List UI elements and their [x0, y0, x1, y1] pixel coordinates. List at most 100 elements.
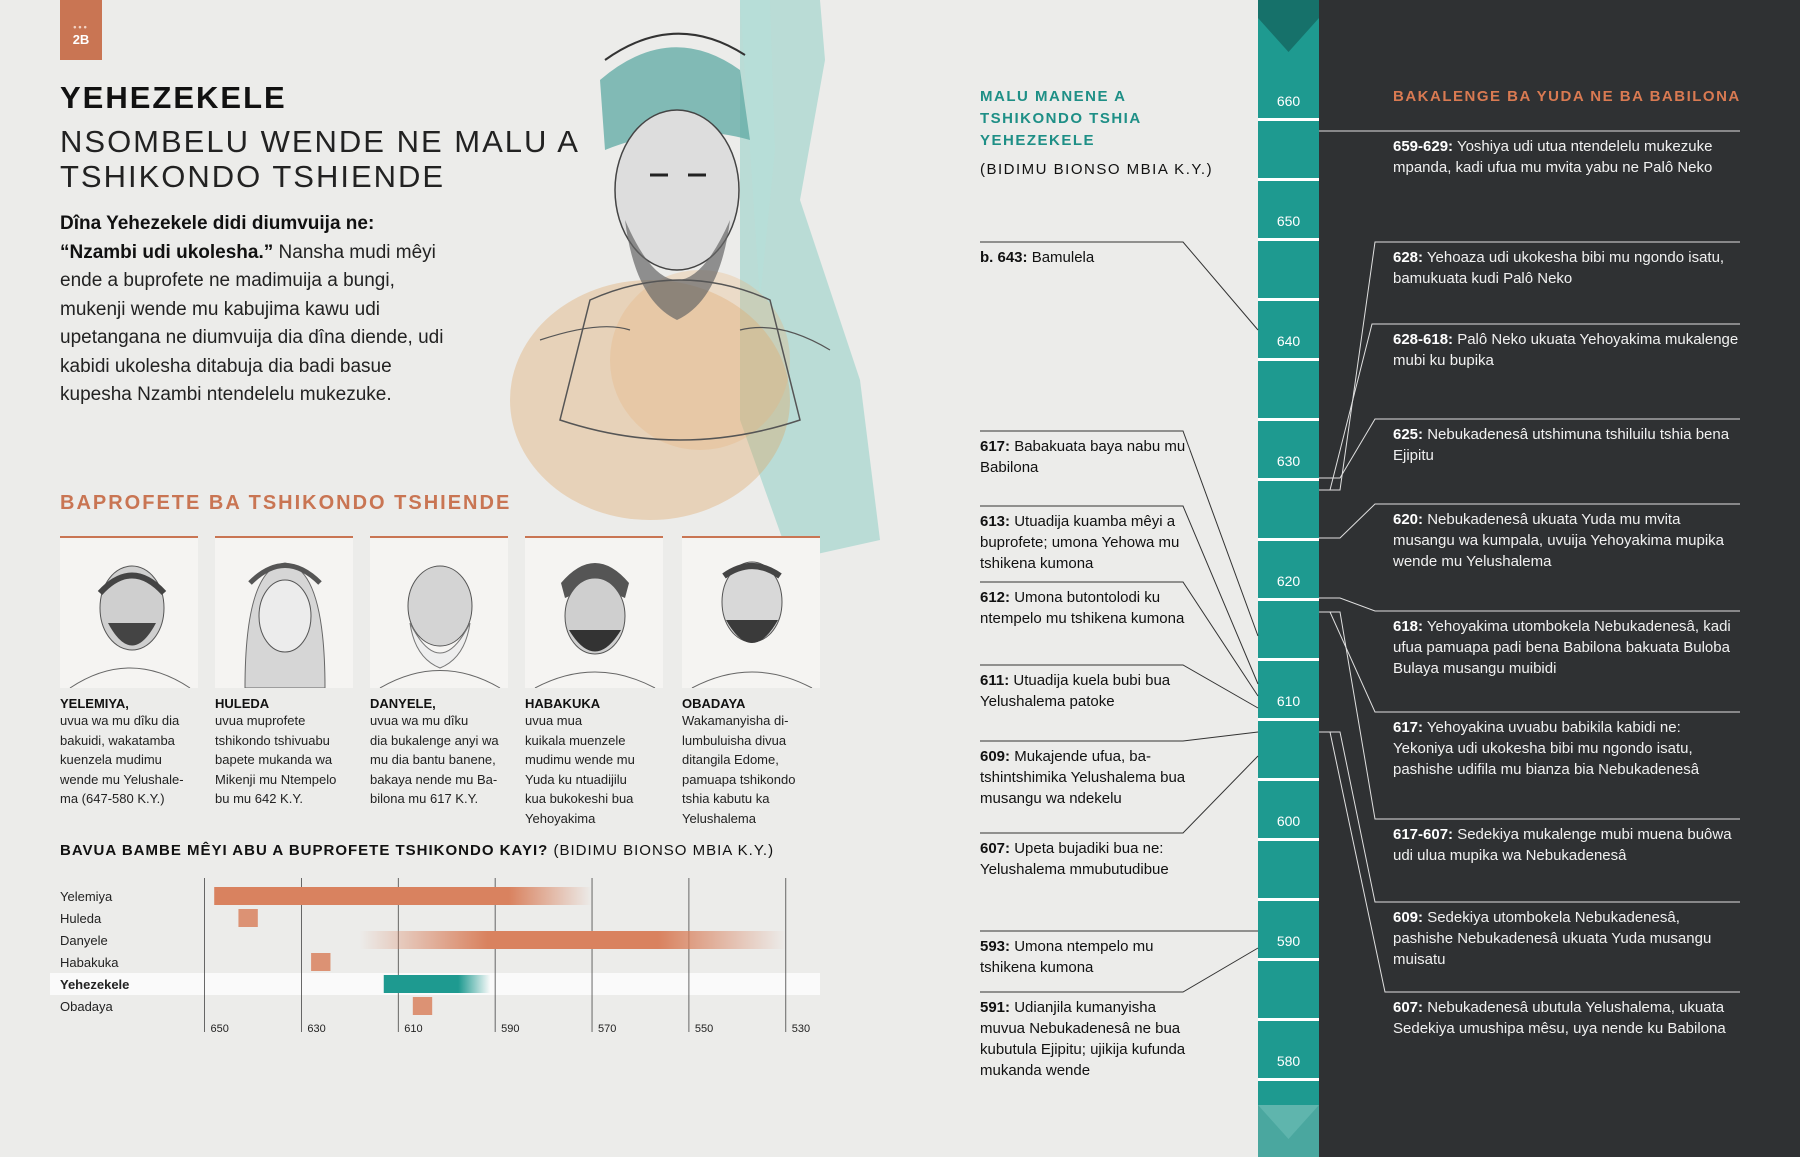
timeline-label: 610	[1276, 693, 1301, 709]
event-text: Yoshiya udi utua ntendelelu mukezuke mpa…	[1393, 138, 1713, 176]
event-date: 609:	[980, 748, 1011, 765]
event-date: b. 643:	[980, 249, 1028, 266]
prophet-card-huleda: HULEDA uvua muprofete tshikondo tshivuab…	[215, 536, 353, 809]
event-text: Upeta bujadiki bua ne: Yelushalema mmubu…	[980, 840, 1169, 878]
prophet-name: HULEDA	[215, 696, 270, 711]
timeline-label: 660	[1276, 93, 1301, 109]
intro-text: Nansha mudi mêyi ende a buprofete ne mad…	[60, 241, 444, 406]
event-date: 617-607:	[1393, 826, 1454, 843]
overlap-chart-heading: BAVUA BAMBE MÊYI ABU A BUPROFETE TSHIKON…	[60, 842, 774, 859]
event-date: 607:	[980, 840, 1011, 857]
timeline-tick	[1258, 298, 1319, 301]
kings-event: 617-607: Sedekiya mukalenge mubi muena b…	[1393, 824, 1743, 866]
chart-category-label: Habakuka	[60, 955, 119, 970]
chart-range-bar	[412, 997, 433, 1015]
prophet-card-danyele: DANYELE, uvua wa mu dîku dia bukalenge a…	[370, 536, 508, 809]
page-title: YEHEZEKELE	[60, 80, 287, 115]
page-number: 2B	[72, 32, 90, 47]
timeline-label: 630	[1276, 453, 1301, 469]
timeline-label: 580	[1276, 1053, 1301, 1069]
prophet-name: DANYELE,	[370, 696, 436, 711]
chart-range-bar	[238, 909, 258, 927]
ezekiel-event: 613: Utuadija kuamba mêyi a buprofete; u…	[980, 511, 1205, 574]
prophet-name: HABAKUKA	[525, 696, 601, 711]
timeline-tick	[1258, 718, 1319, 721]
chart-category-label: Yelemiya	[60, 889, 113, 904]
timeline-label: 620	[1276, 573, 1301, 589]
event-text: Umona butontolodi ku ntempelo mu tshiken…	[980, 589, 1185, 627]
ezekiel-event: 591: Udianjila kumanyisha muvua Nebukade…	[980, 997, 1205, 1081]
ezekiel-event: 593: Umona ntempelo mu tshikena kumona	[980, 936, 1205, 978]
kings-event: 620: Nebukadenesâ ukuata Yuda mu mvita m…	[1393, 509, 1743, 572]
timeline-tick	[1258, 898, 1319, 901]
prophet-description: uvua wa mu dîku dia bakuidi, wakatamba k…	[60, 713, 184, 806]
event-text: Babakuata baya nabu mu Babilona	[980, 438, 1186, 476]
card-top-rule	[60, 536, 198, 538]
kings-event: 628-618: Palô Neko ukuata Yehoyakima muk…	[1393, 329, 1743, 371]
middle-subheading: (BIDIMU BIONSO MBIA K.Y.)	[980, 161, 1214, 178]
prophets-overlap-chart: Yelemiya Huleda Danyele Habakuka Yehezekele O…	[50, 878, 820, 1035]
chart-category-label: Huleda	[60, 911, 102, 926]
timeline-tick	[1258, 658, 1319, 661]
overlap-heading-bold: BAVUA BAMBE MÊYI ABU A BUPROFETE TSHIKON…	[60, 842, 549, 859]
event-text: Nebukadenesâ ubutula Yelushalema, ukuata…	[1393, 999, 1726, 1037]
danyele-portrait	[370, 538, 508, 688]
event-date: 628-618:	[1393, 331, 1454, 348]
ezekiel-event: b. 643: Bamulela	[980, 247, 1205, 268]
event-date: 617:	[980, 438, 1011, 455]
event-date: 628:	[1393, 249, 1424, 266]
intro-paragraph: Dîna Yehezekele didi diumvuija ne: “Nzam…	[60, 210, 450, 410]
event-date: 607:	[1393, 999, 1424, 1016]
card-top-rule	[682, 536, 820, 538]
event-date: 609:	[1393, 909, 1424, 926]
event-text: Utuadija kuamba mêyi a buprofete; umona …	[980, 513, 1180, 572]
kings-heading: BAKALENGE BA YUDA NE BA BABILONA	[1393, 88, 1741, 105]
prophet-card-yelemiya: YELEMIYA, uvua wa mu dîku dia bakuidi, w…	[60, 536, 198, 809]
prophets-heading: BAPROFETE BA TSHIKONDO TSHIENDE	[60, 492, 512, 514]
ezekiel-event: 617: Babakuata baya nabu mu Babilona	[980, 436, 1205, 478]
timeline-label: 590	[1276, 933, 1301, 949]
habakuka-portrait	[525, 538, 663, 688]
chart-range-bar	[383, 975, 491, 993]
prophet-name: YELEMIYA,	[60, 696, 129, 711]
kings-event: 618: Yehoyakima utombokela Nebukadenesâ,…	[1393, 616, 1743, 679]
event-date: 618:	[1393, 618, 1424, 635]
ezekiel-event: 607: Upeta bujadiki bua ne: Yelushalema …	[980, 838, 1205, 880]
intro-bold: Dîna Yehezekele didi diumvuija ne: “Nzam…	[60, 213, 375, 263]
timeline-tick	[1258, 358, 1319, 361]
timeline-tick	[1258, 778, 1319, 781]
prophet-description: Wakamanyisha di- lumbuluisha divua ditan…	[682, 713, 796, 826]
chart-tick-label: 630	[307, 1023, 325, 1035]
timeline-label: 640	[1276, 333, 1301, 349]
chart-range-bar	[311, 953, 331, 971]
event-text: Yehoyakina uvuabu babikila kabidi ne: Ye…	[1393, 719, 1700, 778]
timeline-bar: 660 650 640 630 620 610 600 590 580	[1258, 0, 1319, 1157]
timeline-top-arrow	[1258, 0, 1319, 52]
event-text: Yehoaza udi ukokesha bibi mu ngondo isat…	[1393, 249, 1725, 287]
chart-category-label: Obadaya	[60, 999, 114, 1014]
chart-range-bar	[359, 931, 786, 949]
ezekiel-event: 609: Mukajende ufua, ba-tshintshimika Ye…	[980, 746, 1205, 809]
timeline-tick	[1258, 478, 1319, 481]
kings-event: 628: Yehoaza udi ukokesha bibi mu ngondo…	[1393, 247, 1743, 289]
timeline-tick	[1258, 1018, 1319, 1021]
timeline-tick	[1258, 838, 1319, 841]
timeline-tick	[1258, 238, 1319, 241]
timeline-tick	[1258, 598, 1319, 601]
ezekiel-event: 612: Umona butontolodi ku ntempelo mu ts…	[980, 587, 1205, 629]
chart-tick-label: 610	[404, 1023, 422, 1035]
connector-line	[980, 731, 1259, 742]
event-text: Bamulela	[1027, 249, 1095, 266]
timeline-tick	[1258, 178, 1319, 181]
event-date: 617:	[1393, 719, 1424, 736]
event-date: 613:	[980, 513, 1011, 530]
timeline-tick	[1258, 1078, 1319, 1081]
timeline-bottom-arrow	[1258, 1105, 1319, 1157]
event-text: Udianjila kumanyisha muvua Nebukadenesâ …	[980, 999, 1186, 1079]
kings-event: 607: Nebukadenesâ ubutula Yelushalema, u…	[1393, 997, 1743, 1039]
timeline-tick	[1258, 118, 1319, 121]
event-text: Sedekiya utombokela Nebukadenesâ, pashis…	[1393, 909, 1712, 968]
kings-event: 609: Sedekiya utombokela Nebukadenesâ, p…	[1393, 907, 1743, 970]
ezekiel-event: 611: Utuadija kuela bubi bua Yelushalema…	[980, 670, 1205, 712]
event-date: 625:	[1393, 426, 1424, 443]
